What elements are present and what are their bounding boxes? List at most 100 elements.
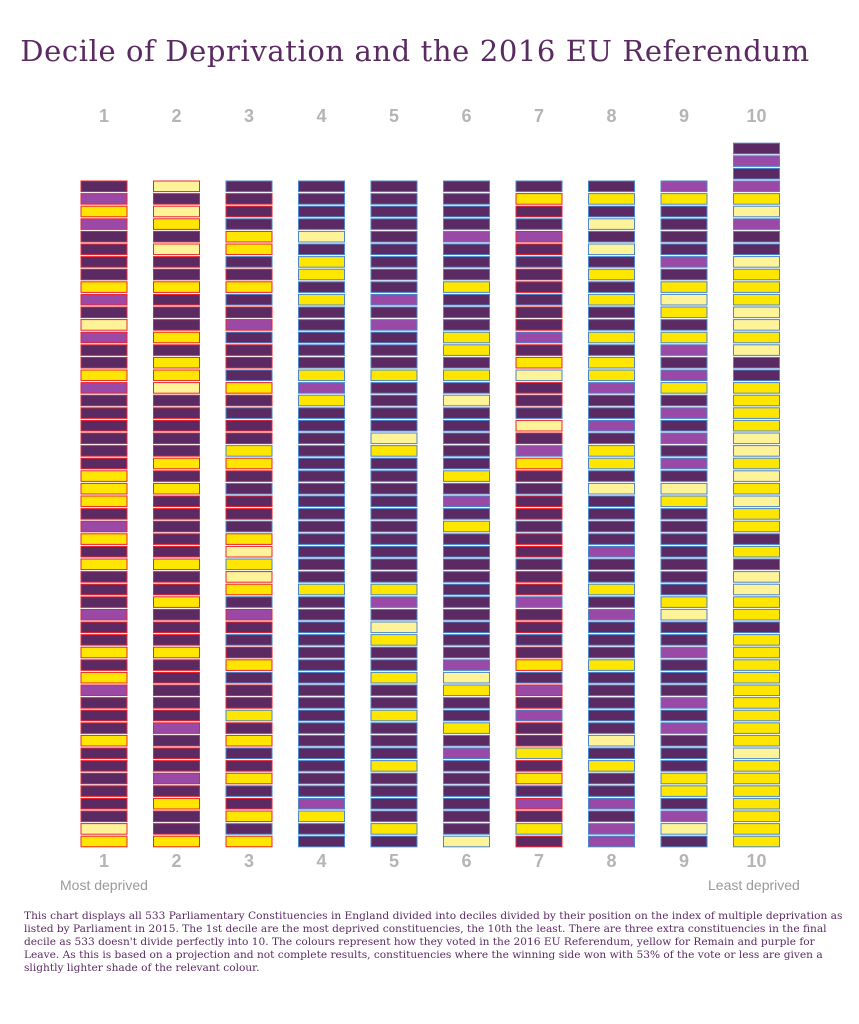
top-decile-label-6: 6 <box>461 106 471 126</box>
constituency-cell <box>733 508 780 520</box>
constituency-cell <box>153 306 200 319</box>
constituency-cell <box>225 482 273 495</box>
constituency-cell <box>370 218 418 230</box>
constituency-cell <box>225 407 273 419</box>
constituency-cell <box>443 205 490 218</box>
constituency-cell <box>80 205 128 218</box>
constituency-cell <box>225 772 273 785</box>
constituency-cell <box>370 823 418 835</box>
constituency-cell <box>515 533 563 545</box>
constituency-cell <box>443 835 490 848</box>
constituency-cell <box>588 571 635 583</box>
constituency-cell <box>515 684 563 697</box>
constituency-cell <box>515 508 563 520</box>
constituency-cell <box>80 747 128 760</box>
constituency-cell <box>153 608 200 621</box>
constituency-cell <box>660 545 708 558</box>
constituency-cell <box>80 331 128 344</box>
constituency-cell <box>443 445 490 457</box>
constituency-cell <box>515 520 563 533</box>
constituency-cell <box>298 596 345 608</box>
constituency-cell <box>443 407 490 419</box>
constituency-cell <box>225 419 273 432</box>
constituency-cell <box>588 734 635 747</box>
constituency-cell <box>660 608 708 621</box>
constituency-cell <box>443 545 490 558</box>
constituency-cell <box>443 281 490 293</box>
decile-column-5 <box>370 180 418 848</box>
constituency-cell <box>660 797 708 810</box>
constituency-cell <box>153 230 200 243</box>
constituency-cell <box>370 256 418 268</box>
constituency-cell <box>588 558 635 571</box>
constituency-cell <box>660 571 708 583</box>
constituency-cell <box>80 407 128 419</box>
constituency-cell <box>660 671 708 684</box>
constituency-cell <box>298 760 345 772</box>
constituency-cell <box>443 470 490 482</box>
constituency-cell <box>443 760 490 772</box>
constituency-cell <box>225 495 273 508</box>
constituency-cell <box>443 256 490 268</box>
constituency-cell <box>588 709 635 722</box>
constituency-cell <box>660 709 708 722</box>
constituency-cell <box>370 470 418 482</box>
constituency-cell <box>443 709 490 722</box>
constituency-cell <box>80 319 128 331</box>
decile-column-8 <box>588 180 635 848</box>
constituency-cell <box>80 823 128 835</box>
constituency-cell <box>298 243 345 256</box>
constituency-cell <box>443 747 490 760</box>
constituency-cell <box>733 394 780 407</box>
constituency-cell <box>515 306 563 319</box>
constituency-cell <box>153 419 200 432</box>
constituency-cell <box>733 482 780 495</box>
constituency-cell <box>660 533 708 545</box>
constituency-cell <box>733 596 780 608</box>
constituency-cell <box>225 256 273 268</box>
constituency-cell <box>153 709 200 722</box>
constituency-cell <box>80 230 128 243</box>
bottom-decile-label-5: 5 <box>389 851 399 871</box>
constituency-cell <box>733 659 780 671</box>
constituency-cell <box>80 621 128 634</box>
constituency-cell <box>153 382 200 394</box>
constituency-cell <box>370 734 418 747</box>
constituency-cell <box>733 356 780 369</box>
constituency-cell <box>733 155 780 167</box>
constituency-cell <box>588 545 635 558</box>
decile-column-4 <box>298 180 345 848</box>
constituency-cell <box>80 281 128 293</box>
constituency-cell <box>298 344 345 356</box>
constituency-cell <box>370 760 418 772</box>
constituency-cell <box>588 495 635 508</box>
constituency-cell <box>660 646 708 659</box>
constituency-cell <box>588 407 635 419</box>
constituency-cell <box>660 495 708 508</box>
constituency-cell <box>443 684 490 697</box>
bottom-decile-label-8: 8 <box>606 851 616 871</box>
constituency-cell <box>225 445 273 457</box>
constituency-cell <box>153 823 200 835</box>
constituency-cell <box>588 697 635 709</box>
constituency-cell <box>515 659 563 671</box>
constituency-cell <box>443 394 490 407</box>
constituency-cell <box>515 760 563 772</box>
constituency-cell <box>515 243 563 256</box>
constituency-cell <box>443 369 490 382</box>
decile-column-7 <box>515 180 563 848</box>
constituency-cell <box>225 520 273 533</box>
constituency-cell <box>298 495 345 508</box>
constituency-cell <box>80 810 128 823</box>
constituency-cell <box>80 495 128 508</box>
constituency-cell <box>153 545 200 558</box>
constituency-cell <box>80 709 128 722</box>
constituency-cell <box>515 394 563 407</box>
constituency-cell <box>443 218 490 230</box>
constituency-cell <box>733 382 780 394</box>
constituency-cell <box>588 432 635 445</box>
constituency-cell <box>733 722 780 734</box>
constituency-cell <box>80 520 128 533</box>
constituency-cell <box>588 205 635 218</box>
constituency-cell <box>660 369 708 382</box>
